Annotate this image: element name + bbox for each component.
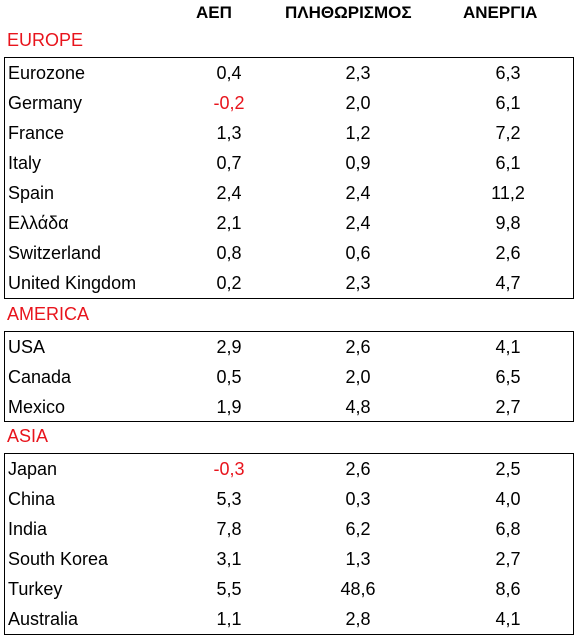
- country-name: Canada: [8, 367, 72, 387]
- unemployment-value: 6,1: [495, 93, 521, 113]
- gdp-value: -0,2: [213, 93, 245, 113]
- inflation-value: 2,8: [345, 609, 371, 629]
- inflation-value: 1,3: [345, 549, 371, 569]
- header-gdp: ΑΕΠ: [196, 3, 232, 22]
- inflation-value: 2,6: [345, 337, 371, 357]
- country-name: India: [8, 519, 48, 539]
- unemployment-value: 6,3: [495, 63, 521, 83]
- inflation-value: 2,4: [345, 213, 371, 233]
- unemployment-value: 2,7: [495, 549, 521, 569]
- inflation-value: 2,3: [345, 63, 371, 83]
- header-inflation: ΠΛΗΘΩΡΙΣΜΟΣ: [285, 3, 412, 22]
- inflation-value: 2,4: [345, 183, 371, 203]
- unemployment-value: 9,8: [495, 213, 521, 233]
- inflation-value: 0,3: [345, 489, 371, 509]
- table-row: Australia 1,1 2,8 4,1: [5, 604, 573, 634]
- country-name: South Korea: [8, 549, 109, 569]
- gdp-value: 0,5: [216, 367, 242, 387]
- unemployment-value: 2,5: [495, 459, 521, 479]
- gdp-value: 5,5: [216, 579, 242, 599]
- unemployment-value: 6,1: [495, 153, 521, 173]
- inflation-value: 2,6: [345, 459, 371, 479]
- table-row: USA 2,9 2,6 4,1: [5, 332, 573, 362]
- country-name: Ελλάδα: [8, 213, 69, 233]
- country-name: Switzerland: [8, 243, 102, 263]
- country-name: United Kingdom: [8, 273, 137, 293]
- gdp-value: 0,2: [216, 273, 242, 293]
- country-name: Japan: [8, 459, 58, 479]
- gdp-value: -0,3: [213, 459, 245, 479]
- gdp-value: 2,1: [216, 213, 242, 233]
- table-row: South Korea 3,1 1,3 2,7: [5, 544, 573, 574]
- country-name: Spain: [8, 183, 55, 203]
- country-name: Mexico: [8, 397, 66, 417]
- table-group-america: USA 2,9 2,6 4,1 Canada 0,5 2,0 6,5 Mexic…: [4, 331, 574, 422]
- inflation-value: 0,6: [345, 243, 371, 263]
- table-row: Germany -0,2 2,0 6,1: [5, 88, 573, 118]
- table-row: France 1,3 1,2 7,2: [5, 118, 573, 148]
- table-row: Ελλάδα 2,1 2,4 9,8: [5, 208, 573, 238]
- inflation-value: 0,9: [345, 153, 371, 173]
- table-row: Turkey 5,5 48,6 8,6: [5, 574, 573, 604]
- table-row: China 5,3 0,3 4,0: [5, 484, 573, 514]
- inflation-value: 4,8: [345, 397, 371, 417]
- section-title-america: AMERICA: [7, 304, 90, 324]
- inflation-value: 6,2: [345, 519, 371, 539]
- table-row: Italy 0,7 0,9 6,1: [5, 148, 573, 178]
- table-row: India 7,8 6,2 6,8: [5, 514, 573, 544]
- section-title-europe: EUROPE: [7, 30, 84, 50]
- unemployment-value: 4,7: [495, 273, 521, 293]
- inflation-value: 2,0: [345, 367, 371, 387]
- table-group-asia: Japan -0,3 2,6 2,5 China 5,3 0,3 4,0 Ind…: [4, 453, 574, 635]
- table-row: Mexico 1,9 4,8 2,7: [5, 392, 573, 422]
- gdp-value: 2,4: [216, 183, 242, 203]
- gdp-value: 0,4: [216, 63, 242, 83]
- gdp-value: 5,3: [216, 489, 242, 509]
- unemployment-value: 7,2: [495, 123, 521, 143]
- table-row: Switzerland 0,8 0,6 2,6: [5, 238, 573, 268]
- gdp-value: 1,9: [216, 397, 242, 417]
- gdp-value: 7,8: [216, 519, 242, 539]
- country-name: Germany: [8, 93, 83, 113]
- unemployment-value: 4,0: [495, 489, 521, 509]
- unemployment-value: 2,7: [495, 397, 521, 417]
- inflation-value: 2,0: [345, 93, 371, 113]
- table-row: Spain 2,4 2,4 11,2: [5, 178, 573, 208]
- unemployment-value: 6,8: [495, 519, 521, 539]
- unemployment-value: 6,5: [495, 367, 521, 387]
- unemployment-value: 8,6: [495, 579, 521, 599]
- country-name: China: [8, 489, 56, 509]
- table-row: Japan -0,3 2,6 2,5: [5, 454, 573, 484]
- inflation-value: 1,2: [345, 123, 371, 143]
- unemployment-value: 11,2: [491, 183, 525, 203]
- table-group-europe: Eurozone 0,4 2,3 6,3 Germany -0,2 2,0 6,…: [4, 57, 574, 299]
- column-header-row: ΑΕΠ ΠΛΗΘΩΡΙΣΜΟΣ ΑΝΕΡΓΙΑ: [0, 0, 577, 26]
- country-name: Turkey: [8, 579, 63, 599]
- header-unemployment: ΑΝΕΡΓΙΑ: [463, 3, 538, 22]
- gdp-value: 3,1: [216, 549, 242, 569]
- gdp-value: 2,9: [216, 337, 242, 357]
- country-name: France: [8, 123, 65, 143]
- unemployment-value: 4,1: [495, 337, 521, 357]
- country-name: USA: [8, 337, 46, 357]
- gdp-value: 1,1: [216, 609, 242, 629]
- gdp-value: 0,8: [216, 243, 242, 263]
- unemployment-value: 4,1: [495, 609, 521, 629]
- table-row: Canada 0,5 2,0 6,5: [5, 362, 573, 392]
- country-name: Italy: [8, 153, 42, 173]
- gdp-value: 1,3: [216, 123, 242, 143]
- inflation-value: 2,3: [345, 273, 371, 293]
- unemployment-value: 2,6: [495, 243, 521, 263]
- country-name: Eurozone: [8, 63, 86, 83]
- country-name: Australia: [8, 609, 79, 629]
- gdp-value: 0,7: [216, 153, 242, 173]
- table-row: United Kingdom 0,2 2,3 4,7: [5, 268, 573, 298]
- table-row: Eurozone 0,4 2,3 6,3: [5, 58, 573, 88]
- section-title-asia: ASIA: [7, 426, 49, 446]
- inflation-value: 48,6: [340, 579, 376, 599]
